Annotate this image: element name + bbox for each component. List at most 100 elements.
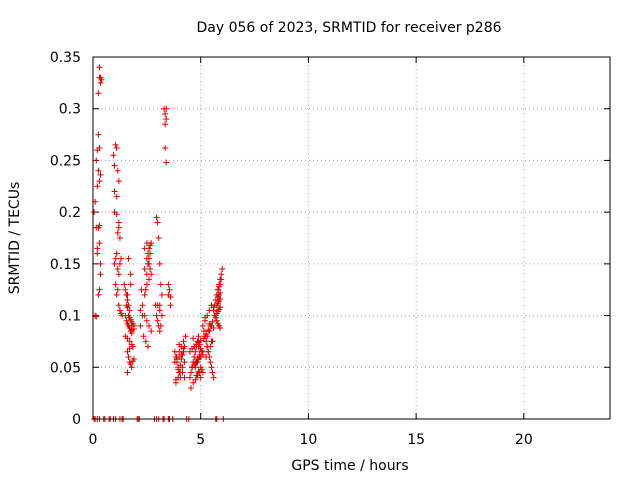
data-point — [189, 364, 196, 371]
data-point — [217, 281, 224, 288]
data-point — [214, 286, 221, 293]
data-point — [167, 302, 174, 309]
data-point — [200, 335, 207, 342]
data-point — [93, 313, 100, 320]
data-point — [158, 291, 165, 298]
data-point — [96, 240, 103, 247]
data-point — [205, 348, 212, 355]
data-point — [111, 162, 118, 169]
data-point — [208, 364, 215, 371]
data-point — [124, 291, 131, 298]
data-point — [144, 343, 151, 350]
data-point — [154, 317, 161, 324]
data-point — [195, 368, 202, 375]
data-point — [203, 338, 210, 345]
data-point — [167, 293, 174, 300]
data-point — [111, 188, 118, 195]
data-point — [193, 372, 200, 379]
data-point — [113, 145, 120, 152]
data-point — [190, 335, 197, 342]
data-point — [116, 307, 123, 314]
data-point — [197, 374, 204, 381]
data-point — [95, 90, 102, 97]
data-point — [197, 353, 204, 360]
data-point — [163, 105, 170, 112]
data-point — [128, 364, 135, 371]
data-point — [155, 235, 162, 241]
data-point — [209, 318, 216, 325]
data-point — [124, 304, 131, 311]
data-point — [93, 157, 100, 164]
data-point — [192, 348, 199, 355]
data-point — [209, 369, 216, 376]
ticks: 0 0.05 0.1 0.15 0.2 0.25 0.3 0.35 0 5 10 15 20 — [50, 50, 610, 448]
data-point — [139, 302, 146, 309]
data-point — [158, 312, 165, 319]
data-point — [181, 359, 188, 366]
data-point — [217, 304, 224, 311]
data-point — [98, 76, 105, 83]
data-point — [96, 286, 103, 293]
data-point — [180, 338, 187, 345]
marks — [91, 64, 227, 422]
data-point — [197, 364, 204, 371]
data-point — [113, 291, 120, 298]
data-point — [115, 178, 122, 185]
data-point — [116, 260, 123, 267]
data-point — [130, 326, 137, 333]
data-point — [124, 348, 131, 355]
data-point — [218, 276, 225, 283]
data-point — [129, 343, 136, 350]
data-point — [148, 271, 155, 278]
data-point — [121, 281, 128, 288]
data-point — [212, 297, 219, 304]
data-point — [112, 141, 119, 148]
chart-title: Day 056 of 2023, SRMTID for receiver p28… — [196, 20, 501, 36]
data-point — [210, 307, 217, 314]
data-point — [146, 322, 153, 329]
data-point — [110, 152, 117, 159]
data-point — [124, 335, 131, 342]
grid — [93, 57, 610, 419]
data-point — [144, 250, 151, 257]
data-point — [123, 317, 130, 324]
data-point — [156, 307, 163, 314]
data-point — [206, 328, 213, 335]
data-point — [96, 64, 103, 71]
data-point — [114, 167, 121, 174]
data-point — [95, 291, 102, 298]
data-point — [157, 322, 164, 329]
data-point — [126, 307, 133, 314]
data-point — [190, 379, 197, 386]
data-point — [94, 250, 101, 257]
data-point — [192, 376, 199, 383]
data-point — [197, 337, 204, 344]
data-point — [208, 338, 215, 345]
data-point — [218, 271, 225, 278]
data-point — [146, 245, 153, 252]
data-point — [97, 79, 104, 86]
data-point — [127, 361, 134, 368]
data-point — [127, 271, 134, 278]
y-tick-label: 0.25 — [50, 153, 81, 169]
data-point — [188, 369, 195, 376]
data-point — [97, 271, 104, 278]
data-point — [188, 384, 195, 391]
x-axis-label: GPS time / hours — [291, 458, 408, 474]
data-point — [204, 333, 211, 340]
data-point — [124, 297, 131, 304]
data-point — [125, 255, 132, 262]
data-point — [143, 281, 150, 288]
y-tick-label: 0.35 — [50, 50, 81, 66]
data-point — [96, 178, 103, 185]
data-point — [141, 312, 148, 319]
data-point — [143, 255, 150, 262]
data-point — [210, 374, 217, 381]
data-point — [156, 302, 163, 309]
data-point — [171, 359, 178, 366]
data-point — [137, 307, 144, 314]
data-point — [156, 328, 163, 335]
data-point — [195, 343, 202, 350]
data-point — [202, 317, 209, 324]
